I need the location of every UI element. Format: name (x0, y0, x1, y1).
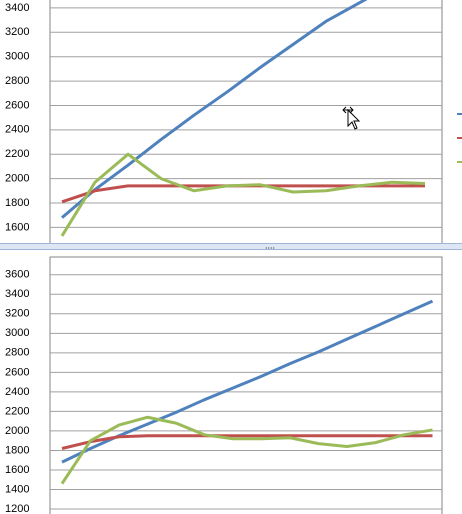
y-tick-label: 3200 (5, 308, 29, 320)
y-tick-label: 1800 (5, 197, 29, 209)
plot-area (49, 0, 443, 243)
y-tick-label: 2000 (5, 425, 29, 437)
y-tick-label: 2800 (5, 75, 29, 87)
y-tick-label: 3400 (5, 2, 29, 14)
y-tick-label: 3000 (5, 327, 29, 339)
plot-area (49, 256, 443, 514)
y-tick-label: 2600 (5, 366, 29, 378)
y-tick-label: 2400 (5, 386, 29, 398)
move-cursor (342, 106, 354, 114)
y-tick-label: 2800 (5, 347, 29, 359)
pane-splitter[interactable] (0, 243, 462, 250)
charts: 1600 1800 2000 2200 2400 2600 2800 3000 3200 3400… (5, 0, 443, 514)
series-line (61, 434, 433, 450)
y-tick-label: 3000 (5, 51, 29, 63)
y-tick-label: 1600 (5, 221, 29, 233)
y-tick-label: 2000 (5, 173, 29, 185)
y-tick-label: 3400 (5, 288, 29, 300)
series-line (61, 299, 434, 464)
y-tick-label: 3200 (5, 26, 29, 38)
chart: 1200 1400 1600 1800 2000 2200 2400 2600 2800 3000… (5, 256, 443, 514)
y-tick-label: 1200 (5, 503, 29, 514)
chart: 1600 1800 2000 2200 2400 2600 2800 3000 3200 3400 (5, 0, 443, 243)
y-tick-label: 3600 (5, 269, 29, 281)
series-line (60, 415, 433, 485)
y-tick-label: 1800 (5, 444, 29, 456)
mouse-cursor (347, 108, 361, 130)
y-tick-label: 1400 (5, 483, 29, 495)
y-tick-label: 1600 (5, 464, 29, 476)
y-tick-label: 2200 (5, 148, 29, 160)
series-line (61, 0, 368, 219)
y-tick-label: 2400 (5, 124, 29, 136)
series-line (60, 152, 426, 237)
y-tick-label: 2200 (5, 405, 29, 417)
splitter-grip: .... (265, 240, 275, 250)
y-tick-label: 2600 (5, 99, 29, 111)
